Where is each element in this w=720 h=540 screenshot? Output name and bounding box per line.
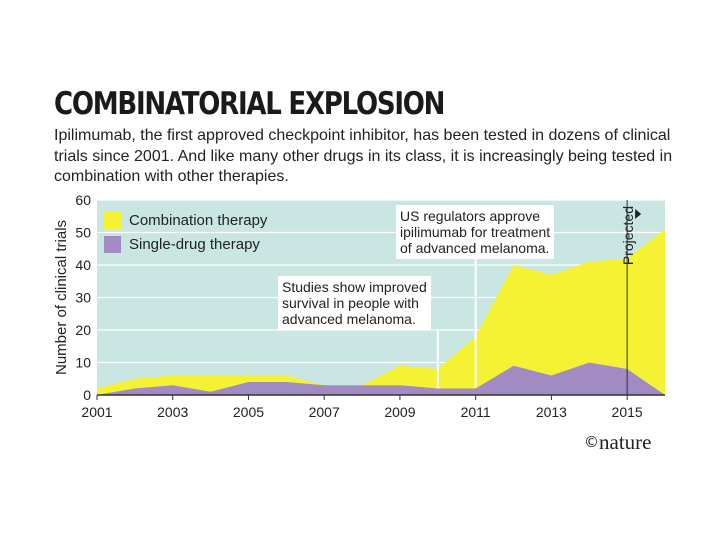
y-tick-label-0: 0	[83, 387, 91, 403]
chart-legend: Combination therapy Single-drug therapy	[104, 208, 267, 256]
legend-swatch-combination	[104, 211, 121, 229]
chart-subtitle: Ipilimumab, the first approved checkpoin…	[54, 127, 673, 185]
x-tick-label-2013: 2013	[536, 404, 567, 420]
legend-label-single: Single-drug therapy	[129, 235, 260, 253]
x-tick-label-2009: 2009	[384, 404, 415, 420]
copyright-symbol: ©	[584, 433, 599, 451]
y-tick-label-10: 10	[75, 355, 91, 371]
x-tick-label-2001: 2001	[81, 404, 112, 420]
annotation-2011-line-2: ipilimumab for treatment	[400, 224, 551, 240]
projected-label: Projected	[620, 206, 636, 265]
annotation-2011-line-3: of advanced melanoma.	[400, 240, 550, 256]
area-combination-therapy	[97, 229, 665, 395]
x-tick-label-2015: 2015	[612, 404, 643, 420]
annotation-2010-line-1: Studies show improved	[282, 279, 427, 295]
legend-swatch-single	[104, 235, 121, 253]
x-tick-label-2007: 2007	[309, 404, 340, 420]
y-tick-label-40: 40	[75, 257, 91, 273]
projected-arrow-icon	[635, 209, 642, 219]
area-single-drug-therapy	[97, 362, 665, 395]
annotation-2010: Studies show improved survival in people…	[278, 276, 431, 330]
legend-label-combination: Combination therapy	[129, 211, 268, 229]
x-tick-label-2003: 2003	[157, 404, 188, 420]
legend-item-combination: Combination therapy	[104, 208, 267, 232]
x-tick-label-2011: 2011	[461, 404, 491, 420]
credit-name: nature	[599, 430, 652, 454]
legend-item-single: Single-drug therapy	[104, 232, 267, 256]
y-tick-label-30: 30	[75, 290, 91, 306]
annotation-2010-line-3: advanced melanoma.	[282, 311, 416, 327]
annotation-2010-line-2: survival in people with	[282, 295, 419, 311]
y-tick-label-60: 60	[75, 192, 91, 208]
annotation-2011: US regulators approve ipilimumab for tre…	[396, 205, 555, 259]
y-axis-label: Number of clinical trials	[53, 220, 70, 375]
y-tick-label-50: 50	[75, 225, 91, 241]
x-tick-label-2005: 2005	[233, 404, 264, 420]
nature-credit: ©nature	[584, 430, 651, 455]
annotation-2011-line-1: US regulators approve	[400, 208, 541, 224]
y-tick-label-20: 20	[75, 322, 91, 338]
chart-title: COMBINATORIAL EXPLOSION	[54, 86, 445, 122]
